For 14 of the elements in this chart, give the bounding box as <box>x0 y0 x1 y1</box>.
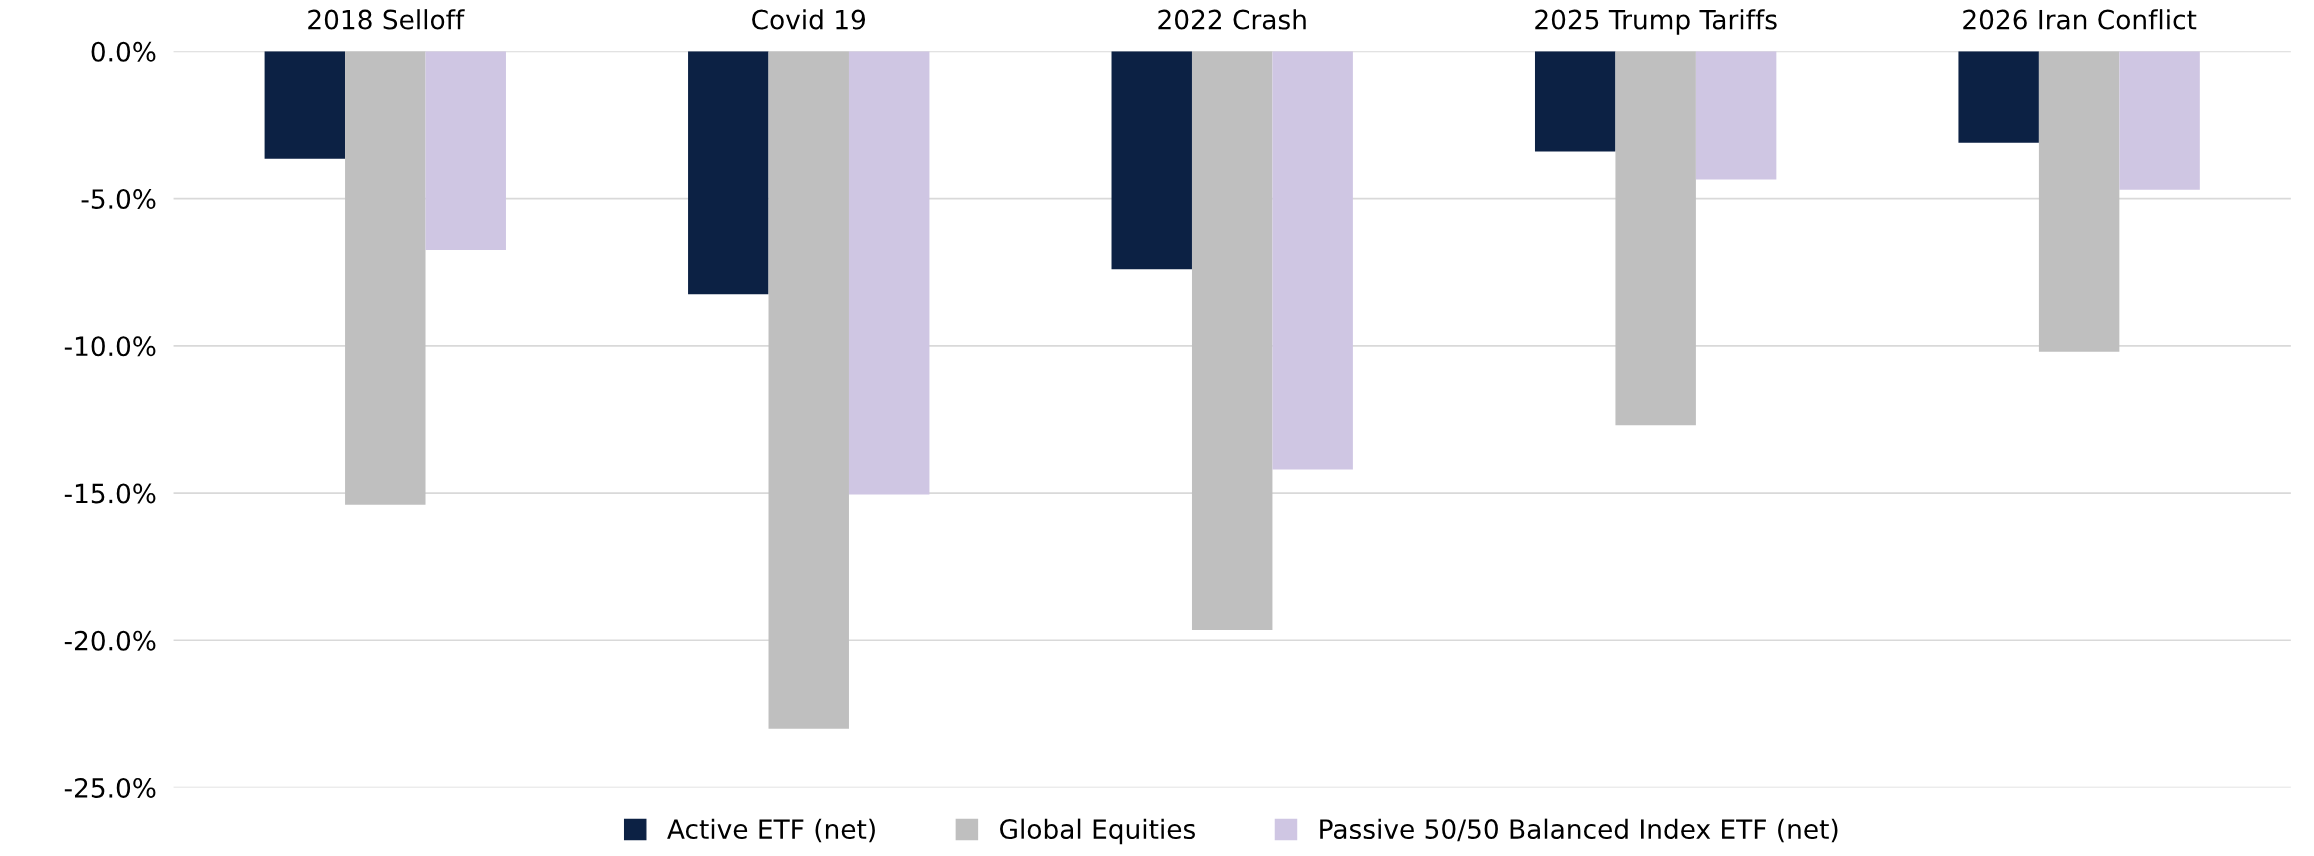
y-tick-label: -5.0% <box>81 189 156 209</box>
legend-label: Active ETF (net) <box>667 818 875 843</box>
x-tick-label: 2018 Selloff <box>308 9 465 30</box>
x-tick-label: 2025 Trump Tariffs <box>1535 9 1777 35</box>
legend-label: Global Equities <box>1000 818 1195 845</box>
x-tick-label: 2022 Crash <box>1158 9 1306 30</box>
legend-label: Passive 50/50 Balanced Index ETF (net) <box>1320 818 1838 843</box>
y-tick-label: -10.0% <box>64 336 156 357</box>
y-tick-label: -25.0% <box>64 777 156 798</box>
y-tick-label: -20.0% <box>64 630 156 651</box>
y-tick-label: -15.0% <box>64 483 156 504</box>
y-tick-label: 0.0% <box>91 41 156 62</box>
x-tick-label: Covid 19 <box>752 9 865 30</box>
x-tick-label: 2026 Iran Conflict <box>1963 9 2197 30</box>
